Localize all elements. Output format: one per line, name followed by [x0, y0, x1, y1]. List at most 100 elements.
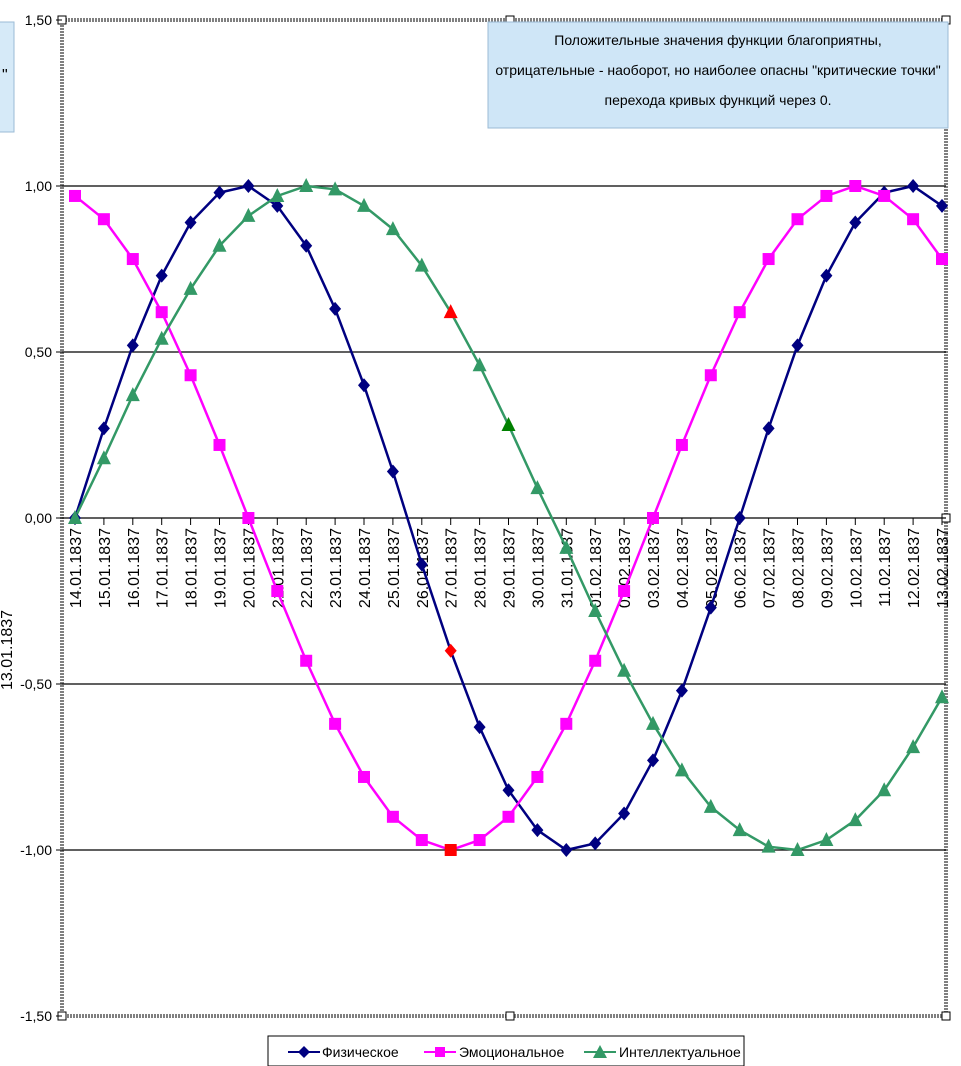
data-point — [559, 539, 574, 554]
data-point — [358, 378, 370, 393]
data-point — [155, 268, 168, 283]
x-tick-label: 27.01.1837 — [444, 528, 461, 608]
data-point — [270, 187, 285, 202]
data-point — [271, 585, 284, 598]
y-tick-label: 1,00 — [25, 178, 52, 194]
data-point — [213, 185, 226, 200]
data-point — [820, 189, 833, 202]
series-lines — [68, 178, 949, 857]
data-point — [589, 836, 602, 851]
data-point — [819, 832, 834, 847]
left-panel-date: 13.01.1837 — [0, 610, 16, 690]
data-point — [906, 739, 921, 754]
data-point — [530, 480, 545, 495]
data-point — [791, 213, 804, 226]
data-point — [674, 762, 689, 777]
data-point — [184, 369, 197, 382]
legend-item-intellectual: Интеллектуальное — [584, 1044, 741, 1060]
data-point — [762, 253, 775, 266]
left-panel-fragment: " 13.01.1837 — [0, 21, 16, 690]
data-point — [271, 198, 284, 213]
data-point — [502, 810, 515, 823]
legend-label-emotional: Эмоциональное — [459, 1044, 564, 1060]
x-tick-label: 29.01.1837 — [502, 528, 519, 608]
data-point — [617, 662, 632, 677]
y-tick-label: 0,00 — [25, 510, 52, 526]
data-point — [704, 369, 717, 382]
legend-label-physical: Физическое — [322, 1044, 399, 1060]
data-point — [242, 179, 255, 193]
data-point — [675, 683, 688, 698]
data-point — [560, 843, 573, 857]
y-axis-ticks: 1,50 1,00 0,50 0,00 -0,50 -1,00 -1,50 — [20, 12, 62, 1024]
x-tick-label: 17.01.1837 — [155, 528, 172, 608]
x-tick-label: 08.02.1837 — [791, 528, 808, 608]
data-point — [358, 770, 370, 783]
x-tick-label: 04.02.1837 — [675, 528, 692, 608]
data-point — [155, 306, 168, 319]
data-point — [154, 330, 169, 345]
data-point — [183, 280, 198, 295]
data-point — [473, 720, 486, 735]
x-tick-label: 07.02.1837 — [762, 528, 779, 608]
left-panel-quote: " — [2, 67, 8, 84]
data-point — [443, 304, 458, 319]
data-point — [126, 253, 139, 266]
data-point — [790, 842, 805, 856]
x-tick-label: 03.02.1837 — [646, 528, 663, 608]
data-point — [472, 357, 487, 372]
data-point — [68, 510, 82, 524]
data-point — [444, 643, 457, 658]
data-point — [588, 602, 603, 617]
data-point — [733, 306, 746, 319]
x-tick-label: 14.01.1837 — [68, 528, 85, 608]
y-tick-label: 0,50 — [25, 344, 52, 360]
x-tick-label: 06.02.1837 — [733, 528, 750, 608]
x-tick-label: 12.02.1837 — [906, 528, 923, 608]
x-tick-label: 16.01.1837 — [126, 528, 143, 608]
x-tick-label: 19.01.1837 — [213, 528, 230, 608]
data-point — [936, 253, 948, 266]
data-point — [647, 753, 659, 768]
data-point — [646, 715, 660, 730]
data-point — [300, 654, 313, 667]
data-point — [299, 178, 314, 192]
y-tick-label: 1,50 — [25, 12, 52, 28]
data-point — [935, 689, 949, 704]
x-tick-label: 01.02.1837 — [588, 528, 605, 608]
data-point — [849, 215, 862, 230]
data-point — [126, 338, 139, 353]
x-tick-label: 30.01.1837 — [530, 528, 547, 608]
data-point — [761, 838, 776, 853]
x-tick-label: 11.02.1837 — [877, 528, 894, 607]
data-point — [936, 198, 948, 213]
data-point — [531, 823, 544, 838]
data-point — [560, 717, 573, 730]
data-point — [618, 806, 631, 821]
data-point — [329, 717, 342, 730]
data-point — [907, 213, 920, 226]
data-point — [184, 215, 197, 230]
data-point — [212, 237, 227, 252]
x-tick-label: 20.01.1837 — [241, 528, 258, 608]
y-tick-label: -0,50 — [20, 676, 52, 692]
x-tick-label: 22.01.1837 — [299, 528, 316, 608]
data-point — [242, 512, 255, 524]
data-point — [96, 450, 111, 465]
data-point — [878, 189, 891, 202]
data-point — [703, 798, 718, 813]
x-axis: 14.01.1837 15.01.1837 16.01.1837 17.01.1837… — [62, 517, 952, 608]
data-point — [675, 438, 688, 451]
x-tick-label: 24.01.1837 — [357, 528, 374, 608]
legend-box — [267, 1035, 745, 1066]
data-point — [531, 770, 544, 783]
data-point — [386, 810, 399, 823]
data-point — [820, 268, 833, 283]
data-point — [385, 221, 400, 236]
data-point — [848, 812, 863, 827]
x-tick-label: 05.02.1837 — [704, 528, 721, 608]
data-point — [125, 387, 140, 402]
data-point — [849, 180, 862, 192]
y-tick-label: -1,50 — [20, 1008, 52, 1024]
data-point — [733, 511, 746, 525]
